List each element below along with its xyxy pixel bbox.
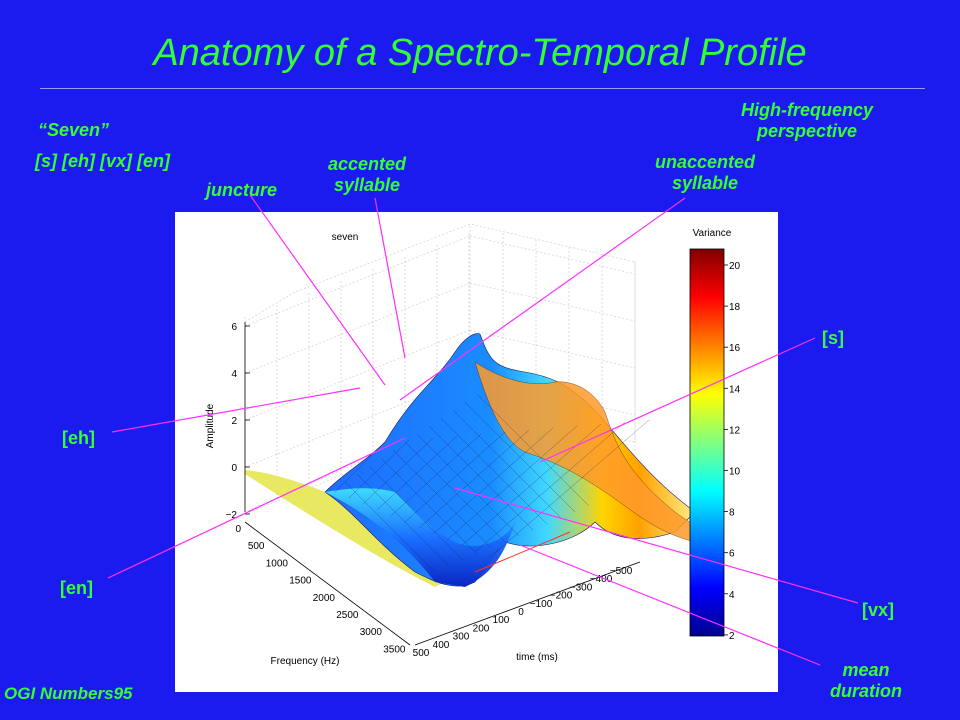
- colorbar: 20 18 16 14 12 10 8 6 4 2: [689, 248, 741, 642]
- time-tick-label: 200: [473, 623, 490, 634]
- unaccented-syllable-label: unaccented syllable: [655, 152, 755, 194]
- unaccented-line-1: unaccented: [655, 152, 756, 172]
- freq-tick-label: 1000: [266, 558, 289, 569]
- colorbar-tick-label: 4: [729, 590, 735, 601]
- accented-line-1: accented: [328, 154, 407, 174]
- z-tick-label: 0: [231, 463, 237, 474]
- surface-mesh: [245, 333, 716, 587]
- plot-title: seven: [332, 232, 359, 243]
- x-axis-label: Frequency (Hz): [271, 656, 340, 667]
- z-tick-label: 2: [231, 416, 237, 427]
- colorbar-title: Variance: [693, 228, 732, 239]
- time-tick-label: 500: [413, 648, 430, 659]
- accented-syllable-label: accented syllable: [328, 154, 406, 196]
- slide-title: Anatomy of a Spectro-Temporal Profile: [153, 32, 807, 74]
- word-label: “Seven”: [38, 120, 110, 140]
- freq-tick-label: 3500: [383, 644, 406, 655]
- perspective-line-1: High-frequency: [741, 100, 874, 120]
- colorbar-tick-label: 12: [729, 425, 741, 436]
- time-tick-label: 400: [433, 640, 450, 651]
- perspective-label: High-frequency perspective: [741, 100, 873, 142]
- y-axis-label: time (ms): [516, 652, 558, 663]
- freq-tick-label: 1500: [289, 576, 312, 587]
- colorbar-tick-label: 6: [729, 549, 735, 560]
- colorbar-tick-label: 10: [729, 467, 741, 478]
- corpus-label: OGI Numbers95: [4, 684, 133, 703]
- time-tick-label: −500: [610, 566, 633, 577]
- colorbar-tick-label: 20: [729, 261, 741, 272]
- time-tick-label: 100: [493, 615, 510, 626]
- s-phone-label: [s]: [822, 328, 844, 348]
- colorbar-tick-label: 18: [729, 302, 741, 313]
- freq-tick-label: 3000: [360, 627, 383, 638]
- z-tick-label: 6: [231, 322, 237, 333]
- eh-phone-label: [eh]: [62, 428, 95, 448]
- juncture-label: juncture: [206, 180, 278, 200]
- z-tick-label: 4: [231, 369, 237, 380]
- mean-duration-label: mean duration: [830, 660, 902, 702]
- time-tick-label: 300: [453, 632, 470, 643]
- colorbar-tick-label: 14: [729, 384, 741, 395]
- z-tick-label: −2: [226, 510, 238, 521]
- vx-phone-label: [vx]: [862, 600, 895, 620]
- phone-sequence-label: [s] [eh] [vx] [en]: [35, 151, 170, 171]
- unaccented-line-2: syllable: [671, 173, 739, 193]
- colorbar-scale: [689, 248, 725, 637]
- freq-tick-label: 2500: [336, 610, 359, 621]
- freq-tick-label: 500: [248, 541, 265, 552]
- mean-duration-line-1: mean: [842, 660, 890, 680]
- mean-duration-line-2: duration: [830, 681, 902, 701]
- accented-line-2: syllable: [334, 175, 401, 195]
- colorbar-tick-label: 8: [729, 508, 735, 519]
- en-phone-label: [en]: [60, 578, 93, 598]
- freq-tick-label: 0: [235, 524, 241, 535]
- z-axis-label: Amplitude: [205, 403, 216, 448]
- colorbar-tick-label: 16: [729, 343, 741, 354]
- time-tick-label: 0: [518, 607, 524, 618]
- surface-plot-panel: 6 4 2 0 −2 0 500 1000 1500 2000 2500 3000 3500 500 400…: [175, 212, 778, 692]
- freq-tick-label: 2000: [313, 593, 336, 604]
- perspective-line-2: perspective: [756, 121, 858, 141]
- colorbar-tick-label: 2: [729, 631, 735, 642]
- title-divider: [40, 88, 925, 89]
